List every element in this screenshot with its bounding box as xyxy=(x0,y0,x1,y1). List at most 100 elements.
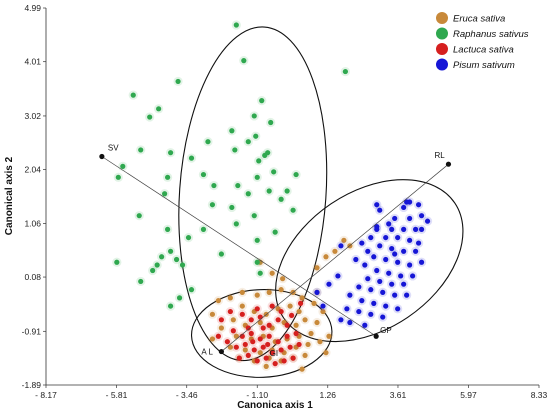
data-point xyxy=(365,276,371,282)
data-point xyxy=(167,248,174,254)
data-point xyxy=(377,207,383,213)
data-point xyxy=(290,207,296,213)
data-point xyxy=(115,174,121,180)
data-point xyxy=(344,306,350,312)
data-point xyxy=(362,262,368,268)
legend-item-eruca-sativa: Eruca sativa xyxy=(436,12,505,25)
data-point xyxy=(410,273,416,279)
y-tick-label: 2.04 xyxy=(24,165,41,175)
data-point xyxy=(314,319,320,326)
data-point xyxy=(114,259,120,265)
data-point xyxy=(314,265,320,271)
data-point xyxy=(320,303,326,309)
data-point xyxy=(185,234,192,241)
data-point xyxy=(254,259,260,265)
data-point xyxy=(263,363,269,369)
data-point xyxy=(227,308,233,315)
data-point xyxy=(302,317,308,323)
data-point xyxy=(269,270,275,276)
vector-label-rl: RL xyxy=(434,151,445,160)
data-point xyxy=(218,251,224,257)
data-point xyxy=(272,361,278,367)
vector-end-al xyxy=(218,348,224,355)
data-point xyxy=(296,341,302,348)
data-point xyxy=(404,199,410,205)
data-point xyxy=(266,289,272,295)
data-point xyxy=(229,204,235,211)
data-point xyxy=(386,221,392,227)
vector-label-gp: GP xyxy=(380,326,392,335)
data-point xyxy=(299,295,305,301)
data-point xyxy=(138,278,144,285)
data-point xyxy=(239,289,245,295)
data-point xyxy=(138,147,144,153)
data-point xyxy=(254,292,260,298)
data-point xyxy=(398,273,404,279)
data-point xyxy=(235,182,241,189)
data-point xyxy=(395,259,401,265)
data-point xyxy=(293,330,299,337)
data-point xyxy=(242,347,248,353)
x-tick-labels: - 8.17 - 5.81 - 3.46 - 1.10 1.26 3.61 5.97 8.33 xyxy=(35,385,548,400)
data-point xyxy=(415,202,422,208)
data-point xyxy=(269,303,275,309)
data-point xyxy=(159,254,165,260)
data-point xyxy=(232,147,238,153)
data-point xyxy=(424,218,431,224)
vector-end-gp xyxy=(373,333,379,339)
legend-marker xyxy=(436,43,448,55)
data-point xyxy=(227,295,233,301)
data-point xyxy=(254,306,260,312)
data-point xyxy=(239,303,245,309)
legend-label: Pisum sativum xyxy=(453,60,515,71)
data-point xyxy=(241,58,247,64)
data-point xyxy=(233,344,239,350)
data-point xyxy=(281,358,287,364)
data-point xyxy=(383,234,389,241)
data-point xyxy=(314,289,320,295)
data-point xyxy=(413,248,419,254)
data-point xyxy=(392,215,398,222)
data-point xyxy=(272,229,278,235)
data-point xyxy=(176,295,183,301)
x-tick-label: 8.33 xyxy=(531,390,548,400)
data-point xyxy=(275,317,281,323)
x-tick-label: 1.26 xyxy=(319,390,336,400)
data-point xyxy=(323,254,329,260)
legend-label: Raphanus sativus xyxy=(453,29,529,40)
data-point xyxy=(218,325,224,331)
data-point xyxy=(365,248,371,254)
data-point xyxy=(407,215,413,222)
data-point xyxy=(371,300,377,306)
data-point xyxy=(380,314,386,320)
vector-label-al: A L xyxy=(201,348,213,357)
data-point xyxy=(278,196,284,202)
y-tick-label: -1.89 xyxy=(22,380,42,390)
data-point xyxy=(401,204,407,211)
data-point xyxy=(236,355,242,361)
ellipse-raphanus-sativus xyxy=(178,26,328,362)
y-tick-label: 1.06 xyxy=(24,218,41,228)
data-point xyxy=(280,276,286,282)
data-point xyxy=(356,308,362,315)
data-point xyxy=(260,325,266,331)
data-point xyxy=(254,174,260,180)
data-point xyxy=(150,267,156,274)
trait-vectors: SV RL GP A L GI xyxy=(99,143,452,358)
data-point xyxy=(287,344,293,350)
data-point xyxy=(356,284,362,290)
y-tick-labels: -1.89 -0.91 0.08 1.06 2.04 3.02 4.01 4.99 xyxy=(22,3,46,390)
data-point xyxy=(383,256,389,263)
data-point xyxy=(389,245,395,252)
data-point xyxy=(259,98,265,104)
data-point xyxy=(245,191,251,197)
data-point xyxy=(362,322,368,328)
data-point xyxy=(248,330,254,337)
plot-axes xyxy=(45,8,539,386)
legend-label: Eruca sativa xyxy=(453,14,505,25)
data-point xyxy=(251,213,257,219)
data-point xyxy=(230,328,236,334)
data-point xyxy=(383,303,389,309)
data-point xyxy=(338,243,344,249)
data-point xyxy=(130,92,136,98)
